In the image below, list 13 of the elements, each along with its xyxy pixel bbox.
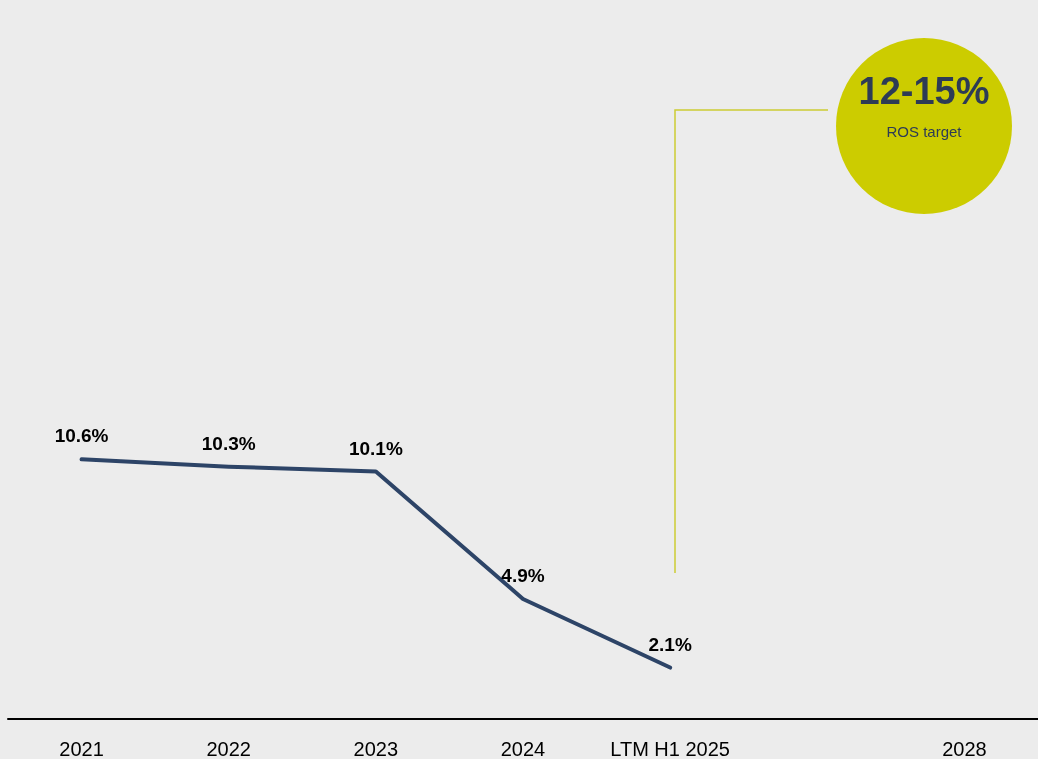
x-tick-label: 2023 xyxy=(353,738,399,759)
x-tick-label: 2022 xyxy=(206,738,251,759)
text: ROS target xyxy=(885,123,963,140)
x-tick-label: 2024 xyxy=(500,738,546,759)
data-label: 10.1% xyxy=(348,437,403,459)
x-tick-label: 2021 xyxy=(59,738,104,759)
data-label: 10.3% xyxy=(201,432,256,454)
x-tick-label: LTM H1 2025 xyxy=(610,738,730,759)
data-label: 10.6% xyxy=(54,425,109,447)
text: 12-15% xyxy=(857,70,991,113)
data-label: 2.1% xyxy=(648,633,692,655)
data-label: 4.9% xyxy=(501,564,545,586)
x-tick-label: 2028 xyxy=(942,738,987,759)
